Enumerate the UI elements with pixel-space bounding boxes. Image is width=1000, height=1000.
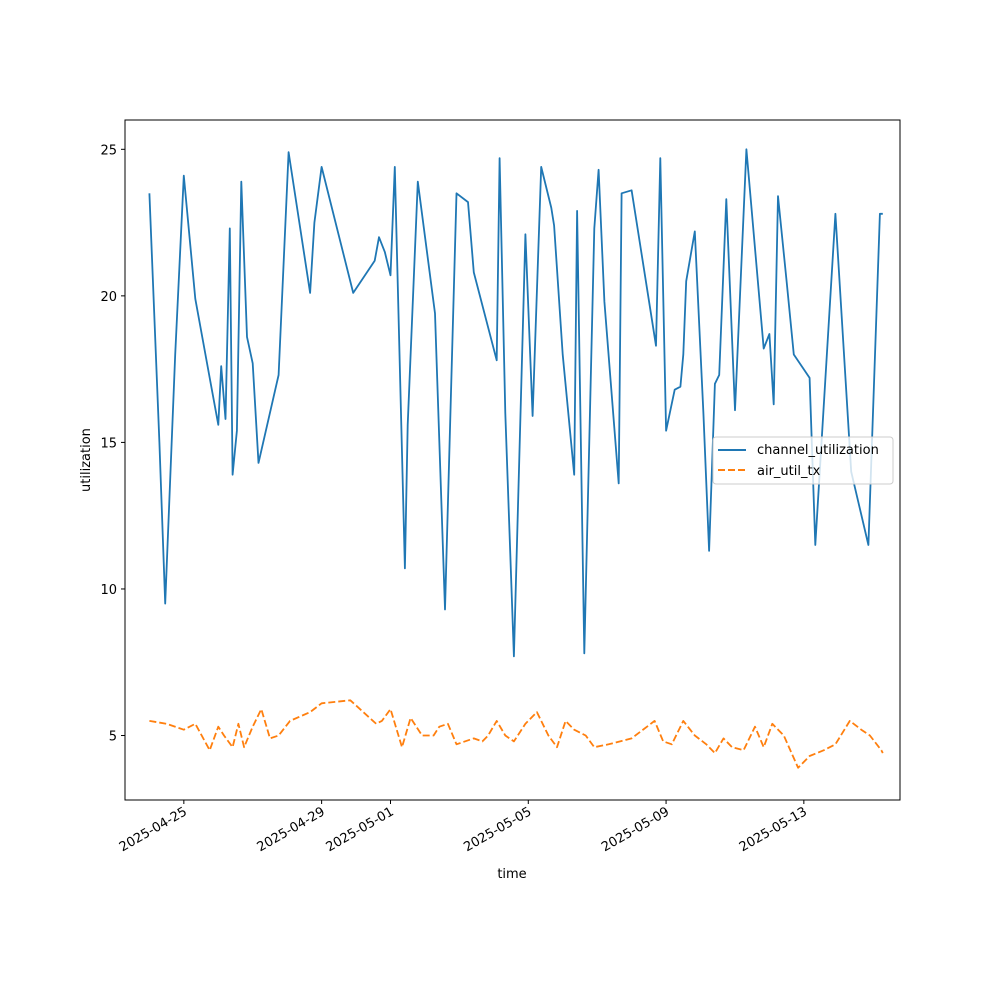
legend-label-channel-utilization: channel_utilization (757, 443, 879, 458)
y-axis: 5 10 15 20 25 (100, 143, 125, 745)
series-line-channel-utilization (148, 148, 883, 658)
plot-area-frame (124, 119, 901, 801)
y-tick-label: 25 (100, 143, 117, 158)
series-line-air-util-tx (149, 699, 884, 769)
legend-box (712, 436, 894, 485)
y-axis-label: utilization (79, 428, 94, 492)
series-layer (148, 148, 884, 769)
y-tick-label: 15 (100, 436, 117, 451)
y-tick-label: 10 (100, 583, 117, 598)
legend-label-air-util-tx: air_util_tx (757, 464, 821, 479)
y-tick-label: 5 (109, 730, 117, 745)
y-tick-label: 20 (100, 290, 117, 305)
x-axis-label: time (497, 867, 526, 882)
legend: channel_utilization air_util_tx (712, 436, 894, 485)
